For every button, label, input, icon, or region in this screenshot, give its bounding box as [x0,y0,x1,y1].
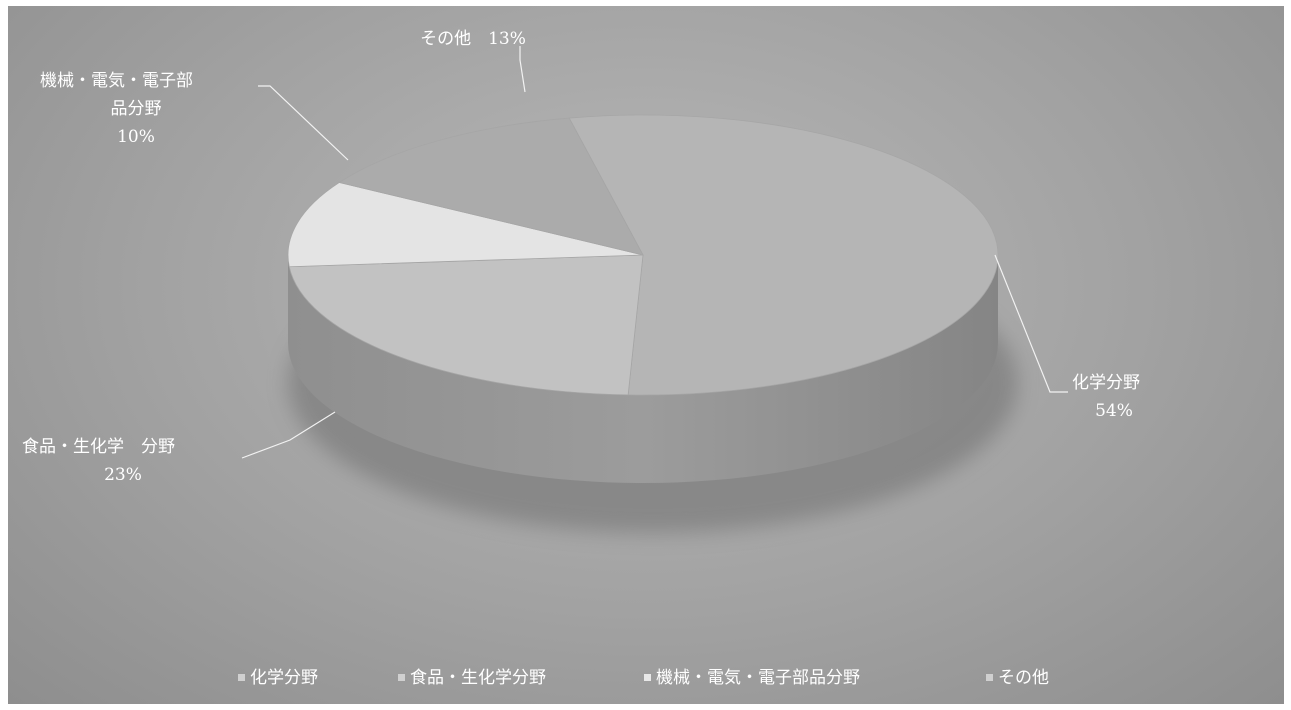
slice-label-1-line-2: 54% [1095,401,1133,421]
legend-label-4: その他 [998,668,1049,688]
legend-label-1: 化学分野 [250,668,318,688]
slice-label-3-line-2: 品分野 [111,99,162,119]
pie-slice-4 [338,117,644,256]
slice-label-2-line-2: 23% [104,465,142,485]
legend-label-3: 機械・電気・電子部品分野 [656,668,860,688]
pie-slice-1 [568,114,999,396]
slice-label-2-line-1: 食品・生化学 分野 [22,437,175,457]
slice-label-1-line-1: 化学分野 [1072,373,1140,393]
pie-side-wall [288,255,998,483]
slice-label-3-line-1: 機械・電気・電子部 [40,71,193,91]
leader-line-2 [241,411,336,459]
leader-line-3 [258,85,349,161]
legend-swatch-3 [644,674,651,681]
legend-swatch-2 [398,674,405,681]
pie-slice-2 [288,254,644,396]
pie-slice-3 [287,182,644,268]
leader-line-4 [519,46,526,93]
leader-line-1 [994,254,1068,393]
legend-label-2: 食品・生化学分野 [410,668,546,688]
legend-swatch-1 [238,674,245,681]
legend-swatch-4 [986,674,993,681]
slice-label-4-line-1: その他 13% [420,29,526,49]
slice-label-3-line-3: 10% [117,127,155,147]
